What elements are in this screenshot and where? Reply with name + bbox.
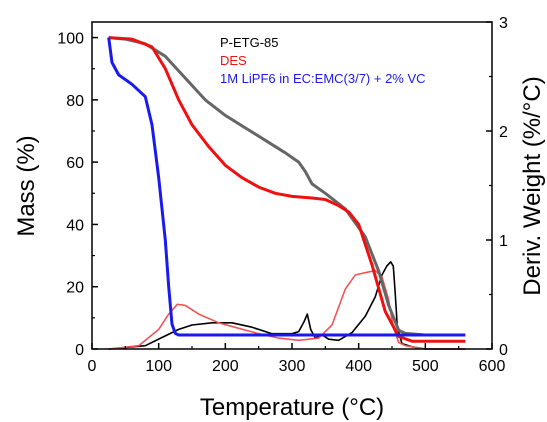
legend-entry-p-etg-85: P-ETG-85 <box>220 35 279 50</box>
plot-lines <box>107 36 466 350</box>
y2-tick-label: 2 <box>499 124 508 141</box>
y-tick-label: 80 <box>66 93 84 110</box>
legend: P-ETG-85 DES 1M LiPF6 in EC:EMC(3/7) + 2… <box>220 35 426 86</box>
x-tick-label: 0 <box>88 358 97 375</box>
y2-axis-ticks: 0 1 2 3 <box>486 15 508 359</box>
x-tick-label: 600 <box>479 358 506 375</box>
x-tick-label: 300 <box>279 358 306 375</box>
y-axis-ticks: 0 20 40 60 80 100 <box>57 31 98 359</box>
series-line-1m-lipf6-in-ec-emc-3-7-2-vc <box>107 37 466 337</box>
y2-tick-label: 1 <box>499 233 508 250</box>
x-tick-label: 200 <box>212 358 239 375</box>
x-axis-ticks: 0 100 200 300 400 500 600 <box>88 343 506 375</box>
y-tick-label: 40 <box>66 217 84 234</box>
x-tick-label: 500 <box>412 358 439 375</box>
y2-axis-title: Deriv. Weight (%/°C) <box>519 76 546 295</box>
series-line-des <box>108 36 466 343</box>
series-line-p-etg-85 <box>108 36 466 337</box>
x-tick-label: 400 <box>345 358 372 375</box>
y-tick-label: 60 <box>66 155 84 172</box>
legend-entry-des: DES <box>220 53 247 68</box>
x-tick-label: 100 <box>145 358 172 375</box>
y-tick-label: 0 <box>75 342 84 359</box>
y2-tick-label: 3 <box>499 15 508 32</box>
y-tick-label: 20 <box>66 280 84 297</box>
y-tick-label: 100 <box>57 31 84 48</box>
x-axis-title: Temperature (°C) <box>200 394 384 421</box>
y-axis-title: Mass (%) <box>13 135 40 236</box>
legend-entry-electrolyte: 1M LiPF6 in EC:EMC(3/7) + 2% VC <box>220 71 426 86</box>
y2-tick-label: 0 <box>499 342 508 359</box>
